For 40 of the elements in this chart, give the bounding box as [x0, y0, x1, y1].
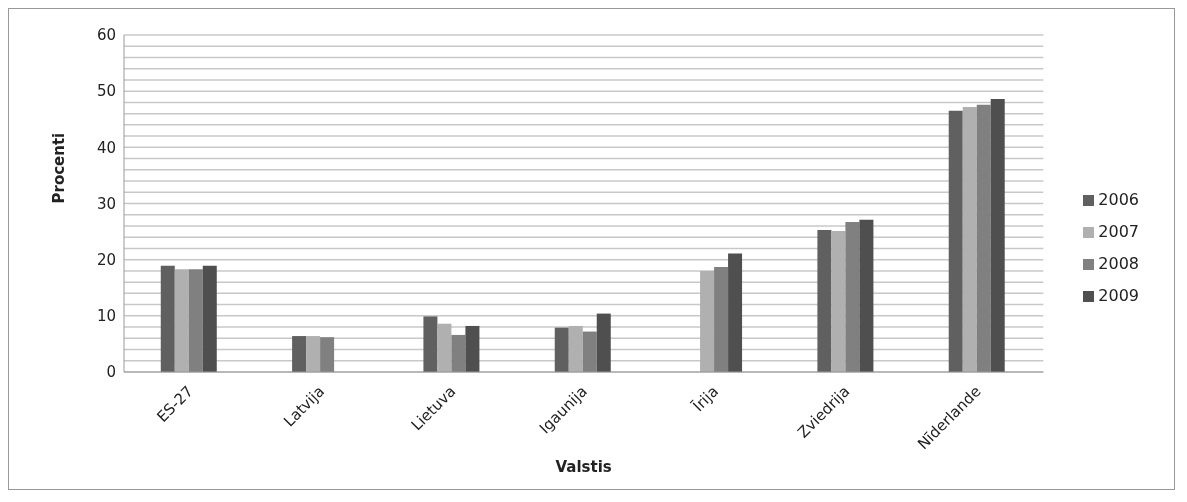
legend-label: 2008 [1098, 254, 1139, 273]
bar [582, 331, 597, 372]
y-axis-title: Procenti [50, 132, 69, 204]
bar [554, 327, 569, 372]
bar [174, 269, 189, 372]
bar [976, 104, 991, 372]
bar [714, 266, 729, 372]
bar [465, 325, 480, 372]
x-tick-label: Īrija [689, 382, 723, 415]
legend-label: 2007 [1098, 222, 1139, 241]
y-tick-label: 60 [96, 26, 116, 45]
bar [859, 219, 874, 372]
bar [451, 334, 466, 372]
y-tick-label: 20 [96, 250, 116, 269]
bar [831, 231, 846, 372]
y-tick-label: 50 [96, 82, 116, 101]
bar [817, 229, 832, 372]
y-tick-label: 0 [106, 363, 116, 382]
y-tick-label: 30 [96, 194, 116, 213]
bar [596, 313, 611, 372]
legend-label: 2009 [1098, 286, 1139, 305]
bar [320, 337, 335, 372]
y-tick-label: 40 [96, 138, 116, 157]
bar [990, 99, 1005, 372]
y-tick-label: 10 [96, 307, 116, 326]
bar [700, 270, 715, 372]
bar [292, 336, 307, 372]
bar [962, 106, 977, 372]
bar [306, 336, 321, 372]
bar [728, 253, 743, 372]
bar [948, 110, 963, 372]
legend-label: 2006 [1098, 190, 1139, 209]
bar [423, 316, 438, 372]
bar [202, 265, 217, 372]
bar [437, 323, 452, 372]
x-axis-title: Valstis [555, 458, 612, 476]
bar [188, 269, 203, 372]
bar [568, 325, 583, 372]
bar [160, 265, 175, 372]
bar [845, 222, 860, 372]
